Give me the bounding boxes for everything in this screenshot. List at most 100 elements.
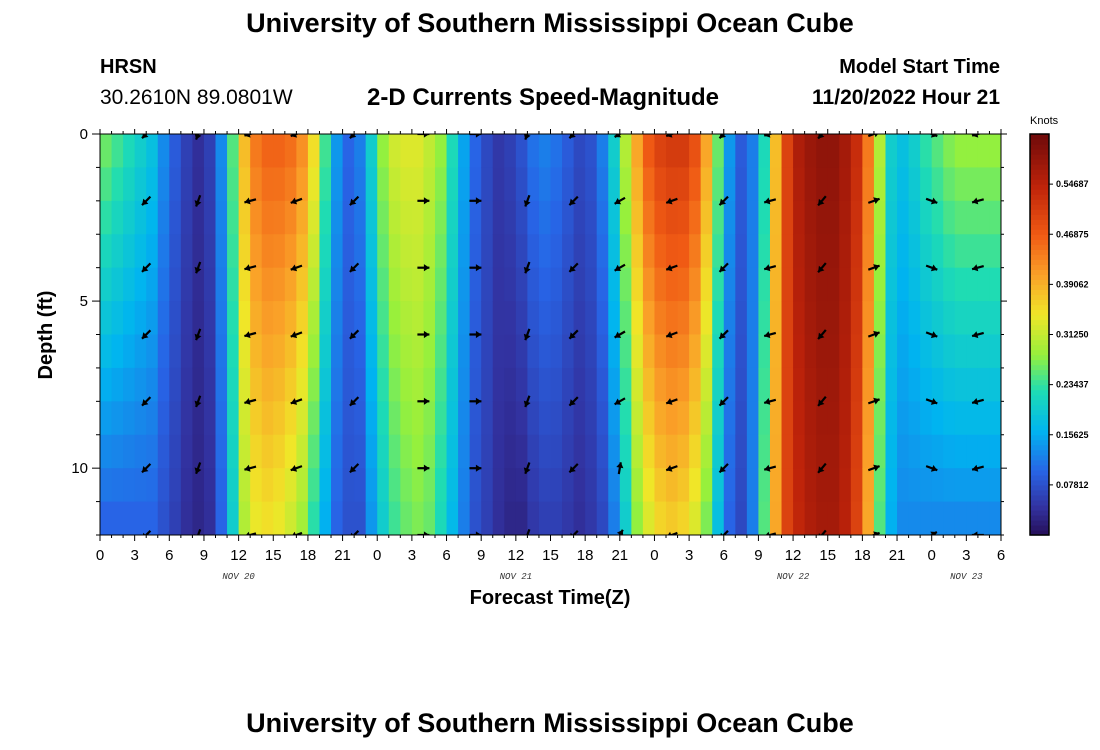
heatmap-cell bbox=[585, 234, 598, 269]
heatmap-cell bbox=[642, 401, 656, 436]
colorbar-segment bbox=[1030, 199, 1049, 205]
heatmap-cell bbox=[538, 334, 552, 369]
heatmap-cell bbox=[689, 367, 702, 402]
x-tick-label: 12 bbox=[230, 547, 247, 564]
heatmap-cell bbox=[342, 501, 355, 535]
heatmap-cell bbox=[146, 167, 159, 202]
heatmap-cell bbox=[989, 501, 1001, 535]
heatmap-cell bbox=[515, 367, 528, 402]
heatmap-cell bbox=[538, 434, 552, 469]
heatmap-cell bbox=[469, 468, 482, 503]
heatmap-cell bbox=[723, 167, 736, 202]
x-tick-label: 3 bbox=[962, 547, 970, 564]
heatmap-cell bbox=[123, 501, 136, 535]
heatmap-cell bbox=[897, 468, 910, 503]
heatmap-cell bbox=[411, 401, 425, 436]
heatmap-cell bbox=[642, 234, 656, 269]
heatmap-cell bbox=[377, 301, 390, 336]
heatmap-cell bbox=[342, 134, 355, 169]
heatmap-cell bbox=[238, 501, 251, 535]
heatmap-cell bbox=[250, 301, 263, 336]
heatmap-cell bbox=[227, 434, 240, 469]
heatmap-cell bbox=[169, 401, 182, 436]
colorbar-segment bbox=[1030, 189, 1049, 195]
heatmap-cell bbox=[365, 401, 378, 436]
colorbar-segment bbox=[1030, 224, 1049, 230]
date-label: NOV 23 bbox=[950, 572, 983, 582]
heatmap-cell bbox=[885, 367, 898, 402]
current-vector-arrow bbox=[763, 264, 777, 272]
heatmap-cell bbox=[354, 334, 367, 369]
heatmap-cell bbox=[434, 200, 448, 235]
heatmap-cell bbox=[458, 501, 471, 535]
current-vector-arrow bbox=[244, 197, 257, 205]
heatmap-cell bbox=[227, 501, 240, 535]
heatmap-cell bbox=[342, 301, 355, 336]
heatmap-cell bbox=[608, 401, 621, 436]
heatmap-cell bbox=[700, 468, 713, 503]
heatmap-cell bbox=[908, 401, 921, 436]
heatmap-cell bbox=[307, 468, 321, 503]
heatmap-cell bbox=[920, 167, 933, 202]
colorbar-segment bbox=[1030, 139, 1049, 145]
heatmap-cell bbox=[654, 468, 667, 503]
colorbar-segment bbox=[1030, 434, 1049, 441]
heatmap-cell bbox=[261, 468, 274, 503]
heatmap-cell bbox=[515, 468, 528, 503]
current-vector-arrow bbox=[720, 530, 729, 535]
heatmap-cell bbox=[562, 267, 575, 302]
heatmap-cell bbox=[504, 401, 517, 436]
heatmap-cell bbox=[585, 367, 598, 402]
heatmap-cell bbox=[515, 234, 528, 269]
heatmap-cell bbox=[273, 134, 286, 169]
heatmap-cell bbox=[758, 367, 771, 402]
heatmap-cell bbox=[446, 167, 459, 202]
heatmap-cell bbox=[735, 200, 748, 235]
current-vector-arrow bbox=[349, 134, 357, 139]
heatmap-cell bbox=[862, 401, 875, 436]
heatmap-cell bbox=[608, 367, 621, 402]
heatmap-cell bbox=[758, 301, 771, 336]
heatmap-cell bbox=[411, 434, 425, 469]
heatmap-cell bbox=[758, 434, 771, 469]
colorbar-segment bbox=[1030, 334, 1049, 341]
heatmap-cell bbox=[735, 234, 748, 269]
heatmap-cell bbox=[296, 501, 309, 535]
heatmap-cell bbox=[862, 434, 875, 469]
heatmap-cell bbox=[123, 167, 136, 202]
heatmap-cell bbox=[215, 200, 228, 235]
heatmap-cell bbox=[515, 334, 528, 369]
heatmap-cell bbox=[134, 301, 147, 336]
current-vector-arrow bbox=[570, 530, 579, 535]
colorbar-segment bbox=[1030, 264, 1049, 270]
heatmap-cell bbox=[527, 167, 540, 202]
heatmap-cell bbox=[492, 267, 505, 302]
heatmap-cell bbox=[342, 468, 355, 503]
heatmap-cell bbox=[365, 267, 378, 302]
date-label: NOV 22 bbox=[777, 572, 810, 582]
heatmap-cell bbox=[977, 334, 991, 369]
heatmap-cell bbox=[619, 234, 632, 269]
heatmap-cell bbox=[977, 301, 991, 336]
current-vector-arrow bbox=[194, 328, 202, 341]
heatmap-cell bbox=[746, 301, 760, 336]
heatmap-cell bbox=[885, 501, 898, 535]
colorbar-segment bbox=[1030, 369, 1049, 376]
x-tick-label: 15 bbox=[265, 547, 282, 564]
heatmap-cell bbox=[527, 200, 540, 235]
current-vector-arrow bbox=[469, 330, 482, 339]
colorbar-segment bbox=[1030, 439, 1049, 446]
heatmap-cell bbox=[146, 200, 159, 235]
heatmap-cell bbox=[284, 501, 297, 535]
heatmap-cell bbox=[562, 334, 575, 369]
heatmap-cell bbox=[411, 134, 425, 169]
heatmap-cell bbox=[781, 367, 794, 402]
heatmap-cell bbox=[307, 367, 321, 402]
heatmap-cell bbox=[908, 200, 921, 235]
heatmap-cell bbox=[388, 134, 401, 169]
heatmap-cell bbox=[365, 167, 378, 202]
heatmap-cell bbox=[307, 134, 321, 169]
heatmap-cell bbox=[227, 267, 240, 302]
heatmap-cell bbox=[827, 134, 840, 169]
current-vector-arrow bbox=[417, 197, 430, 205]
